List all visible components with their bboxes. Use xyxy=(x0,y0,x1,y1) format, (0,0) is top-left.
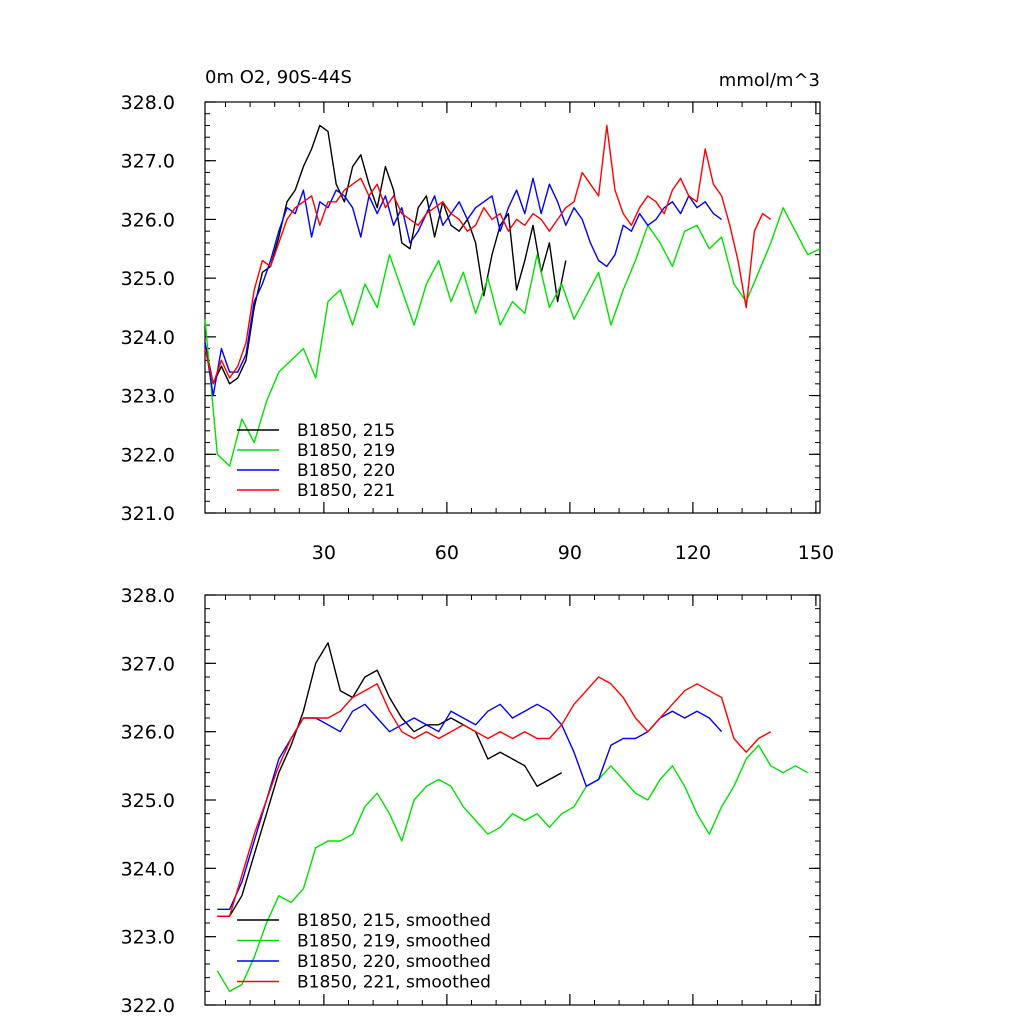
y-tick-label: 328.0 xyxy=(121,92,175,114)
legend-label: B1850, 221, smoothed xyxy=(297,973,491,993)
y-tick-label: 326.0 xyxy=(121,209,175,231)
legend-label: B1850, 219, smoothed xyxy=(297,932,491,952)
series-line-3 xyxy=(217,676,772,917)
series-line-0 xyxy=(217,642,563,917)
legend-label: B1850, 215 xyxy=(297,421,395,441)
x-tick-label: 150 xyxy=(798,542,834,564)
series-line-3 xyxy=(204,124,772,385)
series-line-1 xyxy=(216,744,809,992)
y-tick-label: 327.0 xyxy=(121,151,175,173)
y-tick-label: 324.0 xyxy=(121,327,175,349)
top-panel: 321.0 322.0 323.0 324.0 325.0 326.0 327.0 328.0… xyxy=(121,92,834,564)
y-tick-label: 323.0 xyxy=(121,927,175,949)
y-tick-label: 322.0 xyxy=(121,995,175,1017)
y-tick-label: 325.0 xyxy=(121,268,175,290)
x-tick-label: 60 xyxy=(435,542,459,564)
y-tick-label: 326.0 xyxy=(121,722,175,744)
legend-label: B1850, 220 xyxy=(297,461,395,481)
legend-label: B1850, 220, smoothed xyxy=(297,952,491,972)
x-tick-label: 120 xyxy=(675,542,711,564)
legend-label: B1850, 219 xyxy=(297,441,395,461)
y-tick-label: 322.0 xyxy=(121,444,175,466)
y-tick-label: 325.0 xyxy=(121,790,175,812)
y-tick-label: 328.0 xyxy=(121,585,175,607)
series-line-1 xyxy=(204,206,821,467)
units-label: mmol/m^3 xyxy=(719,70,820,91)
series-line-2 xyxy=(204,177,723,397)
y-tick-label: 324.0 xyxy=(121,858,175,880)
chart-title: 0m O2, 90S-44S xyxy=(205,67,352,88)
series-line-0 xyxy=(204,124,567,385)
x-tick-label: 90 xyxy=(558,542,582,564)
y-tick-label: 327.0 xyxy=(121,653,175,675)
y-tick-label: 321.0 xyxy=(121,503,175,525)
bottom-panel: 322.0 323.0 324.0 325.0 326.0 327.0 328.0 B1850… xyxy=(121,585,821,1017)
plot-frame xyxy=(204,101,821,514)
y-tick-label: 323.0 xyxy=(121,386,175,408)
legend-label: B1850, 215, smoothed xyxy=(297,911,491,931)
legend-label: B1850, 221 xyxy=(297,481,395,501)
x-tick-label: 30 xyxy=(312,542,336,564)
